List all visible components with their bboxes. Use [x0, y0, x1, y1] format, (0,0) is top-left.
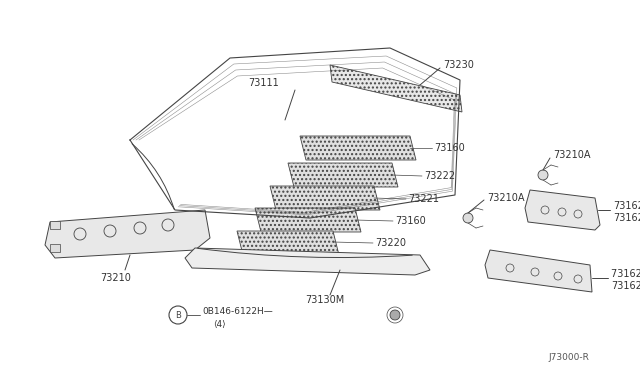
Text: 73162MB(RH): 73162MB(RH): [613, 201, 640, 211]
Text: B: B: [175, 311, 181, 320]
Text: 73220: 73220: [375, 238, 406, 248]
Text: J73000-R: J73000-R: [548, 353, 589, 362]
Text: 73160: 73160: [434, 143, 465, 153]
Text: 73160: 73160: [395, 216, 426, 226]
Polygon shape: [45, 210, 210, 258]
Text: 0B146-6122H—: 0B146-6122H—: [202, 307, 273, 315]
Text: ⟨4⟩: ⟨4⟩: [213, 320, 226, 328]
Circle shape: [390, 310, 400, 320]
Text: 73222: 73222: [424, 171, 455, 181]
Text: 73162MC(LH): 73162MC(LH): [613, 213, 640, 223]
Polygon shape: [255, 208, 361, 232]
Polygon shape: [50, 221, 60, 229]
Circle shape: [463, 213, 473, 223]
Text: 73210: 73210: [100, 273, 131, 283]
Text: 73111: 73111: [248, 78, 279, 88]
Polygon shape: [485, 250, 592, 292]
Polygon shape: [270, 186, 380, 210]
Polygon shape: [300, 136, 416, 160]
Text: 73162MA(LH): 73162MA(LH): [611, 280, 640, 290]
Text: 73221: 73221: [408, 194, 439, 204]
Text: 73162M (RH): 73162M (RH): [611, 268, 640, 278]
Polygon shape: [288, 163, 398, 187]
Polygon shape: [185, 248, 430, 275]
Polygon shape: [525, 190, 600, 230]
Text: 73210A: 73210A: [553, 150, 591, 160]
Polygon shape: [330, 65, 462, 112]
Polygon shape: [50, 244, 60, 252]
Circle shape: [538, 170, 548, 180]
Polygon shape: [237, 231, 339, 253]
Text: 73230: 73230: [443, 60, 474, 70]
Text: 73210A: 73210A: [487, 193, 525, 203]
Text: 73130M: 73130M: [305, 295, 344, 305]
